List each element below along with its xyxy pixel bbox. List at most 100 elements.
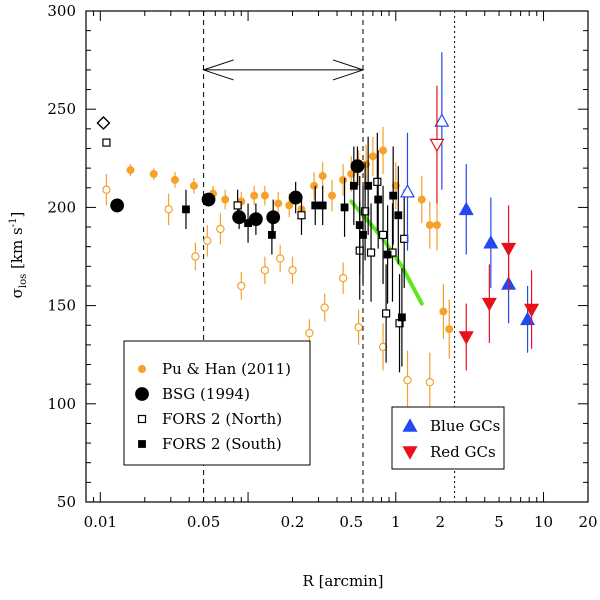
series-pu-han-2011- — [126, 126, 454, 359]
data-point — [425, 221, 434, 230]
x-tick-label: 2 — [435, 513, 445, 531]
data-point — [318, 201, 327, 210]
data-point — [501, 242, 517, 257]
y-tick-label: 250 — [47, 100, 76, 118]
legend-right-frame — [391, 406, 505, 470]
legend-marker — [137, 414, 147, 424]
data-point — [250, 191, 259, 200]
legend-right: Blue GCs Red GCs — [391, 406, 505, 470]
series-bsg-center — [96, 115, 111, 130]
legend-left-frame — [123, 340, 311, 466]
data-point — [355, 221, 364, 229]
series-blue-gcs-open — [399, 52, 450, 251]
x-tick-label: 0.5 — [339, 513, 363, 531]
data-point — [425, 377, 435, 387]
data-point — [429, 138, 445, 153]
data-point — [373, 177, 382, 186]
data-point — [379, 146, 388, 155]
data-point — [403, 376, 412, 385]
data-point — [310, 181, 319, 190]
x-tick-label: 10 — [534, 513, 553, 531]
x-tick-label: 0.01 — [84, 513, 117, 531]
data-point — [189, 181, 198, 190]
data-point — [237, 281, 246, 291]
range-arrow-right-head — [332, 59, 365, 81]
y-axis-label: σlos [km s-1] — [8, 212, 29, 299]
y-label-units: [km s — [8, 227, 26, 269]
data-point — [340, 203, 349, 212]
data-point — [149, 170, 158, 179]
data-point — [359, 230, 367, 239]
data-point — [285, 201, 294, 210]
series-blue-gcs — [458, 164, 536, 353]
data-point — [354, 323, 363, 332]
data-point — [102, 185, 111, 194]
legend-marker — [402, 418, 418, 432]
y-tick-label: 100 — [47, 395, 76, 413]
data-point — [374, 195, 383, 204]
data-point — [483, 235, 499, 249]
data-point — [248, 212, 263, 227]
y-tick-label: 200 — [47, 198, 76, 216]
data-point — [260, 266, 270, 275]
data-point — [203, 236, 212, 245]
data-point — [524, 303, 540, 318]
data-point — [481, 297, 497, 312]
data-point — [458, 331, 474, 345]
x-tick-label: 0.05 — [187, 513, 220, 531]
data-point — [267, 230, 276, 239]
legend-label: FORS 2 (North) — [162, 410, 282, 428]
x-tick-label: 5 — [494, 513, 504, 531]
data-point — [274, 199, 283, 208]
data-point — [399, 183, 416, 198]
data-point — [297, 211, 306, 220]
data-point — [350, 159, 365, 174]
data-point — [102, 138, 111, 147]
x-axis-label: R [arcmin] — [303, 572, 384, 590]
data-point — [347, 170, 356, 179]
range-arrow-left-head — [201, 59, 234, 81]
x-tick-label: 20 — [578, 513, 597, 531]
data-point — [311, 201, 320, 210]
data-point — [216, 224, 225, 234]
svg-text:σlos [km s-1]: σlos [km s-1] — [8, 212, 29, 299]
legend-label: Pu & Han (2011) — [162, 360, 291, 378]
legend-left: Pu & Han (2011) BSG (1994) FORS 2 (North) F… — [123, 340, 311, 466]
data-point — [233, 201, 242, 210]
legend-label: FORS 2 (South) — [162, 435, 282, 453]
data-point — [382, 309, 391, 318]
y-label-sigma: σ — [8, 288, 26, 298]
legend-marker — [402, 446, 418, 460]
series-fors-2-south- — [182, 136, 406, 367]
data-point — [244, 219, 252, 228]
data-point — [339, 175, 348, 184]
data-point — [366, 248, 376, 257]
series-bsg-1994- — [110, 146, 365, 235]
data-point — [110, 198, 125, 213]
data-point — [305, 328, 314, 338]
data-point — [389, 191, 398, 200]
data-point — [368, 152, 377, 161]
data-point — [439, 307, 448, 316]
data-point — [288, 266, 297, 275]
series-pu-han-2011-open — [102, 174, 435, 412]
data-point — [320, 303, 329, 312]
y-label-units-close: ] — [8, 212, 26, 218]
data-point — [232, 210, 247, 225]
y-tick-label: 300 — [47, 2, 76, 20]
data-point — [96, 115, 111, 130]
data-point — [520, 311, 536, 326]
data-point — [417, 195, 426, 204]
data-point — [391, 181, 400, 190]
data-point — [260, 191, 269, 200]
legend-marker — [137, 364, 146, 373]
data-point — [349, 181, 358, 190]
y-label-units-exponent: -1 — [8, 218, 19, 228]
data-point — [398, 313, 406, 322]
data-points — [96, 52, 540, 412]
data-point — [201, 192, 216, 207]
data-point — [378, 230, 388, 239]
y-tick-label: 150 — [47, 297, 76, 315]
data-point — [327, 191, 336, 200]
